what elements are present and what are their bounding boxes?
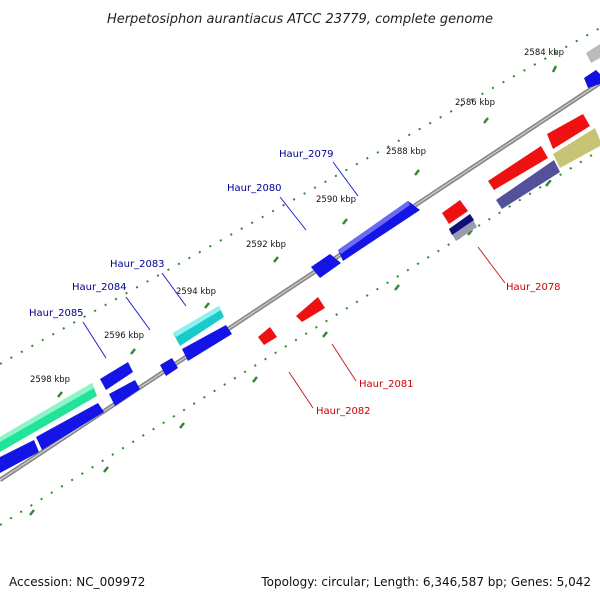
feature-arrow — [547, 114, 590, 149]
feature-arrow — [553, 128, 600, 168]
reverse-leaders — [288, 246, 506, 409]
inner-tick-row — [0, 149, 600, 526]
feature-arrow-haur-2084 — [100, 362, 133, 390]
kbp-label: 2590 kbp — [316, 195, 356, 205]
feature-arrow-shade — [0, 383, 94, 442]
kbp-label: 2586 kbp — [455, 98, 495, 108]
feature-arrow — [586, 44, 600, 63]
feature-arrow-haur-2085 — [0, 383, 97, 452]
gene-label-haur-2082[interactable]: Haur_2082 — [316, 406, 371, 417]
reverse-features — [258, 114, 600, 345]
outer-tick-row — [0, 27, 600, 398]
genome-summary-text: Topology: circular; Length: 6,346,587 bp… — [260, 575, 591, 589]
feature-arrow — [160, 358, 178, 376]
forward-leaders — [82, 161, 359, 359]
feature-arrow — [0, 440, 39, 473]
kbp-label: 2588 kbp — [386, 147, 426, 157]
gene-label-haur-2083[interactable]: Haur_2083 — [110, 259, 165, 270]
kbp-label: 2598 kbp — [30, 375, 70, 385]
minor-ticks-inner — [0, 149, 600, 526]
kbp-labels: 2584 kbp 2586 kbp 2588 kbp 2590 kbp 2592… — [30, 48, 564, 385]
reverse-gene-labels: Haur_2078 Haur_2081 Haur_2082 — [316, 282, 561, 417]
map-title: Herpetosiphon aurantiacus ATCC 23779, co… — [107, 12, 493, 27]
feature-arrow-haur-2083 — [173, 306, 224, 346]
forward-gene-labels: Haur_2079 Haur_2080 Haur_2083 Haur_2084 … — [29, 149, 334, 319]
feature-arrow-shade — [173, 306, 221, 337]
forward-features — [0, 44, 600, 473]
accession-text: Accession: NC_009972 — [9, 575, 145, 589]
feature-arrow — [488, 146, 548, 190]
feature-arrow-haur-2078 — [442, 200, 468, 224]
feature-arrow-haur-2082 — [258, 327, 277, 345]
feature-arrow — [182, 325, 232, 361]
feature-arrow-shade — [338, 201, 410, 254]
gene-label-haur-2085[interactable]: Haur_2085 — [29, 308, 84, 319]
major-ticks-outer — [57, 65, 558, 398]
feature-arrow — [109, 380, 140, 406]
feature-arrow-haur-2079 — [338, 201, 420, 261]
kbp-label: 2592 kbp — [246, 240, 286, 250]
feature-arrow — [584, 70, 600, 88]
feature-arrow-haur-2081 — [296, 297, 325, 322]
feature-arrow — [36, 403, 104, 450]
gene-label-haur-2081[interactable]: Haur_2081 — [359, 379, 414, 390]
major-ticks-inner — [29, 180, 551, 516]
kbp-label: 2594 kbp — [176, 287, 216, 297]
feature-arrow — [496, 160, 560, 209]
gene-label-haur-2079[interactable]: Haur_2079 — [279, 149, 334, 160]
kbp-label: 2584 kbp — [524, 48, 564, 58]
gene-label-haur-2078[interactable]: Haur_2078 — [506, 282, 561, 293]
kbp-label: 2596 kbp — [104, 331, 144, 341]
feature-arrow-haur-2080 — [311, 254, 341, 278]
gene-label-haur-2084[interactable]: Haur_2084 — [72, 282, 127, 293]
gene-label-haur-2080[interactable]: Haur_2080 — [227, 183, 282, 194]
feature-arrow-shade — [449, 214, 474, 235]
